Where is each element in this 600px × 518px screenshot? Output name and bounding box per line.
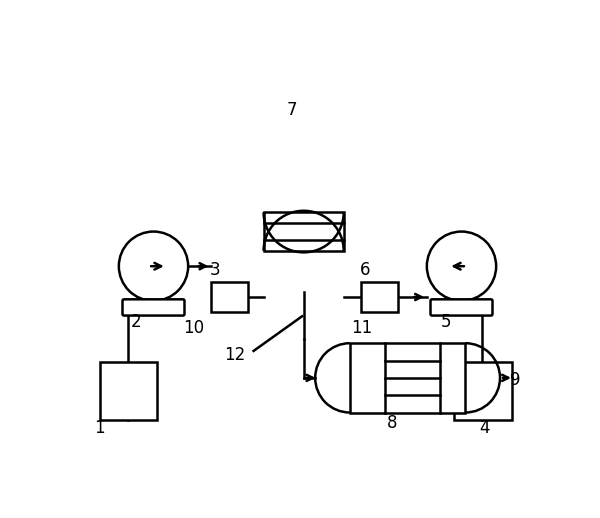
Bar	[211, 282, 248, 312]
FancyBboxPatch shape	[431, 299, 493, 315]
Circle shape	[427, 232, 496, 301]
Bar	[263, 212, 344, 251]
Text: 8: 8	[387, 413, 397, 431]
Text: 7: 7	[287, 101, 298, 119]
Bar	[100, 363, 157, 420]
Text: 1: 1	[94, 419, 105, 437]
Bar	[350, 343, 466, 412]
Bar	[454, 363, 512, 420]
Circle shape	[119, 232, 188, 301]
Text: 9: 9	[510, 371, 521, 389]
Text: 11: 11	[351, 319, 372, 337]
Text: 4: 4	[479, 419, 490, 437]
FancyBboxPatch shape	[122, 299, 184, 315]
Text: 3: 3	[210, 261, 220, 279]
Text: 10: 10	[183, 319, 204, 337]
Text: 12: 12	[224, 346, 245, 364]
Text: 6: 6	[360, 261, 371, 279]
Bar	[361, 282, 398, 312]
Text: 2: 2	[131, 313, 142, 332]
Text: 5: 5	[441, 313, 451, 332]
